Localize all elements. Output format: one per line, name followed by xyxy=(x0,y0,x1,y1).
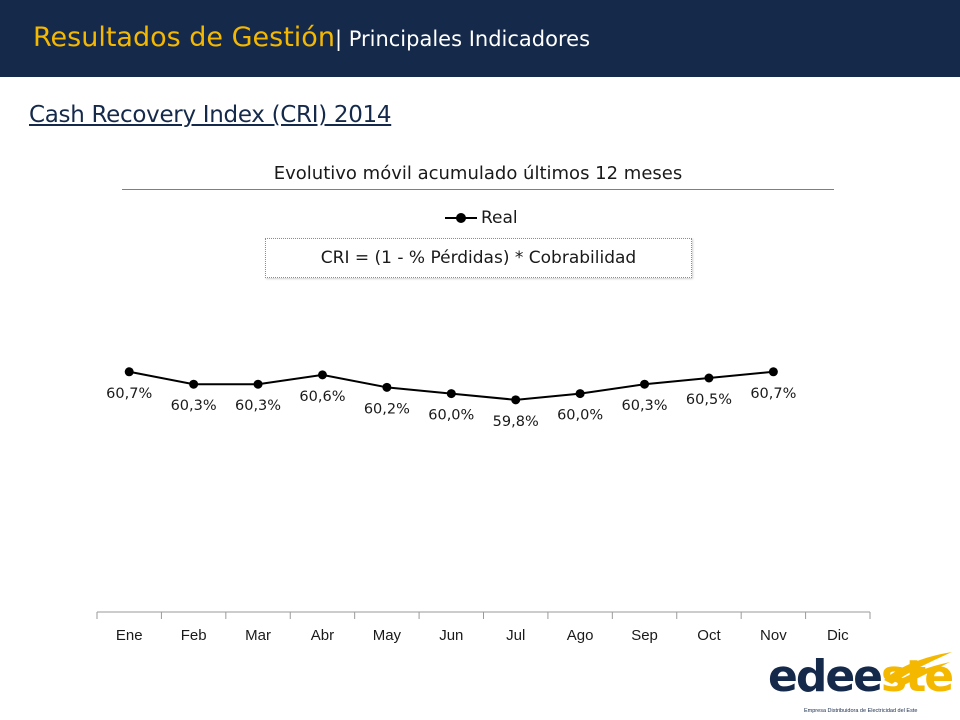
header-subtitle: | Principales Indicadores xyxy=(334,27,591,51)
legend-label: Real xyxy=(481,208,518,228)
logo-swoosh-icon xyxy=(884,652,952,685)
x-tick-label: Sep xyxy=(631,627,658,644)
formula-text: CRI = (1 - % Pérdidas) * Cobrabilidad xyxy=(320,248,637,268)
data-label: 60,3% xyxy=(235,398,281,414)
chart-legend: Real xyxy=(445,207,518,229)
logo-tagline: Empresa Distribuidora de Electricidad de… xyxy=(804,708,918,714)
x-tick-label: Oct xyxy=(697,627,721,644)
data-label: 59,8% xyxy=(493,414,539,430)
data-label: 60,0% xyxy=(428,408,474,424)
x-tick-label: Dic xyxy=(827,627,849,644)
data-point xyxy=(575,389,585,399)
data-point xyxy=(446,389,456,399)
header-title: Resultados de Gestión| Principales Indic… xyxy=(33,22,590,53)
x-axis: Ene Feb Mar Abr May Jun Jul Ago Sep Oct Nov Dic xyxy=(96,611,871,644)
chart-title-rule xyxy=(122,189,834,190)
formula-box: CRI = (1 - % Pérdidas) * Cobrabilidad xyxy=(265,238,692,278)
x-tick-label: Jun xyxy=(439,627,463,644)
x-tick-label: Mar xyxy=(245,627,271,644)
section-title: Cash Recovery Index (CRI) 2014 xyxy=(29,102,392,128)
header-bar: Resultados de Gestión| Principales Indic… xyxy=(0,0,960,77)
data-point xyxy=(382,382,392,392)
data-label: 60,3% xyxy=(622,398,668,414)
chart-title: Evolutivo móvil acumulado últimos 12 mes… xyxy=(273,163,683,184)
logo-word-part1: edee xyxy=(768,651,883,702)
company-logo: edeeste Empresa Distribuidora de Electri… xyxy=(768,650,958,718)
data-label: 60,7% xyxy=(106,386,152,402)
x-tick-label: May xyxy=(373,627,402,644)
data-point xyxy=(768,367,778,377)
x-tick-label: Jul xyxy=(506,627,525,644)
data-label: 60,6% xyxy=(299,389,345,405)
legend-line-marker-icon xyxy=(445,212,477,224)
data-point xyxy=(511,395,521,405)
data-label: 60,7% xyxy=(750,386,796,402)
data-label: 60,3% xyxy=(171,398,217,414)
data-label: 60,0% xyxy=(557,408,603,424)
data-point xyxy=(317,370,327,380)
data-label: 60,2% xyxy=(364,401,410,417)
data-labels: 60,7% 60,3% 60,3% 60,6% 60,2% 60,0% 59,8% 60,0%… xyxy=(106,386,796,430)
data-label: 60,5% xyxy=(686,392,732,408)
x-tick-label: Nov xyxy=(760,627,787,644)
data-point xyxy=(253,379,263,389)
header-title-text: Resultados de Gestión xyxy=(33,22,335,53)
x-tick-label: Abr xyxy=(311,627,334,644)
x-tick-label: Ene xyxy=(116,627,143,644)
x-tick-label: Feb xyxy=(181,627,207,644)
series-real xyxy=(124,367,778,405)
data-point xyxy=(189,379,199,389)
x-tick-label: Ago xyxy=(567,627,594,644)
logo-word-part2: ste xyxy=(881,651,954,702)
logo-wordmark: edeeste xyxy=(768,655,954,699)
data-point xyxy=(704,373,714,383)
data-point xyxy=(640,379,650,389)
data-point xyxy=(124,367,134,377)
